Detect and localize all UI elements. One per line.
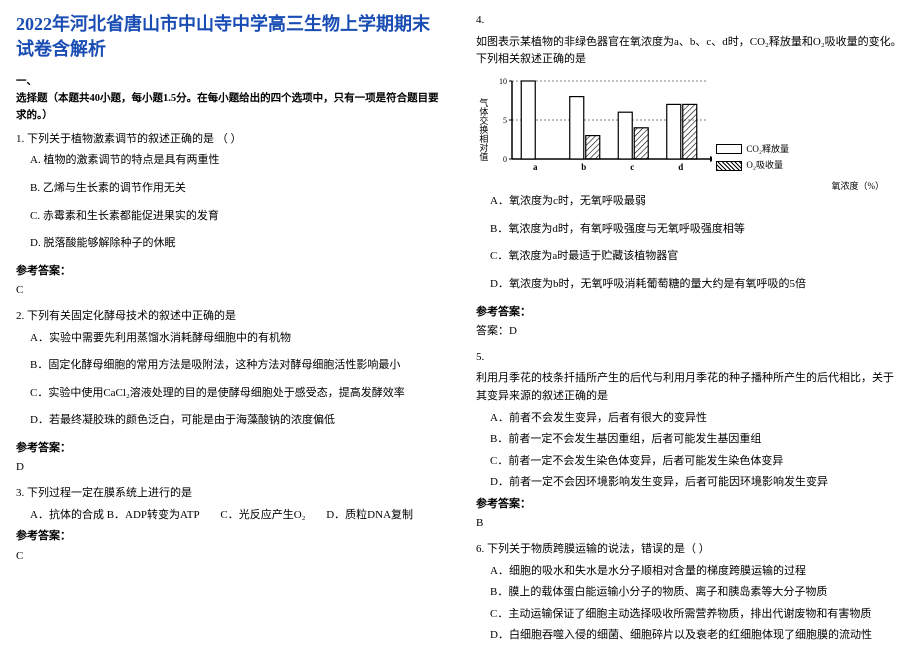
q3-text: 3. 下列过程一定在膜系统上进行的是 [16,485,444,503]
q5-opt-b: B．前者一定不会发生基因重组，后者可能发生基因重组 [490,431,904,449]
q1-opt-a: A. 植物的激素调节的特点是具有两重性 [30,152,444,170]
q5-text: 利用月季花的枝条扦插所产生的后代与利用月季花的种子播种所产生的后代相比，关于其变… [476,370,904,405]
q4-opt-c: C．氧浓度为a时最适于贮藏该植物器官 [490,248,904,266]
q4-answer-label: 参考答案： [476,304,904,322]
q2-opt-a: A．实验中需要先利用蒸馏水消耗酵母细胞中的有机物 [30,330,444,348]
page-title: 2022年河北省唐山市中山寺中学高三生物上学期期末试卷含解析 [16,12,444,62]
svg-text:b: b [582,162,587,172]
q1-text: 1. 下列关于植物激素调节的叙述正确的是 （ ） [16,131,444,149]
q2-text: 2. 下列有关固定化酵母技术的叙述中正确的是 [16,308,444,326]
q2-opt-d: D．若最终凝胶珠的颜色泛白，可能是由于海藻酸钠的浓度偏低 [30,412,444,430]
svg-text:d: d [679,162,684,172]
q2-opt-b: B．固定化酵母细胞的常用方法是吸附法，这种方法对酵母细胞活性影响最小 [30,357,444,375]
q5-answer: B [476,515,904,533]
q3-opt-c: C．光反应产生O₂ [220,507,305,525]
svg-text:10: 10 [499,77,507,86]
q1-opt-b: B. 乙烯与生长素的调节作用无关 [30,180,444,198]
q4-chart: 气体交换相对值 0 5 10 a b c d CO₂释放量 O₂吸收量 [476,75,904,175]
q4-text: 如图表示某植物的非绿色器官在氧浓度为a、b、c、d时，CO₂释放量和O₂吸收量的… [476,34,904,69]
q2-opt-c: C．实验中使用CaCl₂溶液处理的目的是使酵母细胞处于感受态，提高发酵效率 [30,385,444,403]
chart-xlabel: 氧浓度（%） [476,179,904,193]
q5-opt-d: D．前者一定不会因环境影响发生变异，后者可能因环境影响发生变异 [490,474,904,492]
q2-answer-label: 参考答案： [16,440,444,458]
svg-text:5: 5 [503,116,507,125]
legend-label-o2: O₂吸收量 [746,158,783,172]
svg-text:c: c [631,162,635,172]
q3-answer-label: 参考答案： [16,528,444,546]
q1-answer: C [16,282,444,300]
q4-opt-a: A．氧浓度为c时，无氧呼吸最弱 [490,193,904,211]
q4-answer: 答案：D [476,323,904,341]
section-heading: 一、 选择题（本题共40小题，每小题1.5分。在每小题给出的四个选项中，只有一项… [16,74,444,124]
q6-opt-c: C．主动运输保证了细胞主动选择吸收所需营养物质，排出代谢废物和有害物质 [490,606,904,624]
q2-answer: D [16,459,444,477]
bar-chart-svg: 0 5 10 a b c d [492,75,712,175]
q6-opt-d: D．白细胞吞噬入侵的细菌、细胞碎片以及衰老的红细胞体现了细胞膜的流动性 [490,627,904,645]
question-6: 6. 下列关于物质跨膜运输的说法，错误的是（ ） A．细胞的吸水和失水是水分子顺… [476,541,904,645]
q5-opt-c: C．前者一定不会发生染色体变异，后者可能发生染色体变异 [490,453,904,471]
q3-opt-d: D．质粒DNA复制 [326,507,413,525]
q1-answer-label: 参考答案： [16,263,444,281]
q5-num: 5. [476,349,904,367]
q1-opt-d: D. 脱落酸能够解除种子的休眠 [30,235,444,253]
q6-opt-b: B．膜上的载体蛋白能运输小分子的物质、离子和胰岛素等大分子物质 [490,584,904,602]
q4-opt-d: D．氧浓度为b时，无氧呼吸消耗葡萄糖的量大约是有氧呼吸的5倍 [490,276,904,294]
q6-text: 6. 下列关于物质跨膜运输的说法，错误的是（ ） [476,541,904,559]
q6-opt-a: A．细胞的吸水和失水是水分子顺相对含量的梯度跨膜运输的过程 [490,563,904,581]
chart-ylabel: 气体交换相对值 [476,85,490,175]
q5-opt-a: A．前者不会发生变异，后者有很大的变异性 [490,410,904,428]
question-5: 5. 利用月季花的枝条扦插所产生的后代与利用月季花的种子播种所产生的后代相比，关… [476,349,904,533]
legend-box-o2 [716,161,742,171]
legend-box-co2 [716,144,742,154]
q5-answer-label: 参考答案： [476,496,904,514]
q4-opt-b: B．氧浓度为d时，有氧呼吸强度与无氧呼吸强度相等 [490,221,904,239]
q4-num: 4. [476,12,904,30]
question-3: 3. 下列过程一定在膜系统上进行的是 A．抗体的合成 B．ADP转变为ATP C… [16,485,444,565]
svg-text:a: a [533,162,538,172]
q3-answer: C [16,548,444,566]
legend-label-co2: CO₂释放量 [746,142,789,156]
chart-legend: CO₂释放量 O₂吸收量 [716,142,789,175]
q3-opt-a: A．抗体的合成 B．ADP转变为ATP [30,507,200,525]
question-1: 1. 下列关于植物激素调节的叙述正确的是 （ ） A. 植物的激素调节的特点是具… [16,131,444,300]
question-2: 2. 下列有关固定化酵母技术的叙述中正确的是 A．实验中需要先利用蒸馏水消耗酵母… [16,308,444,477]
q1-opt-c: C. 赤霉素和生长素都能促进果实的发育 [30,208,444,226]
question-4: 4. 如图表示某植物的非绿色器官在氧浓度为a、b、c、d时，CO₂释放量和O₂吸… [476,12,904,341]
svg-text:0: 0 [503,155,507,164]
